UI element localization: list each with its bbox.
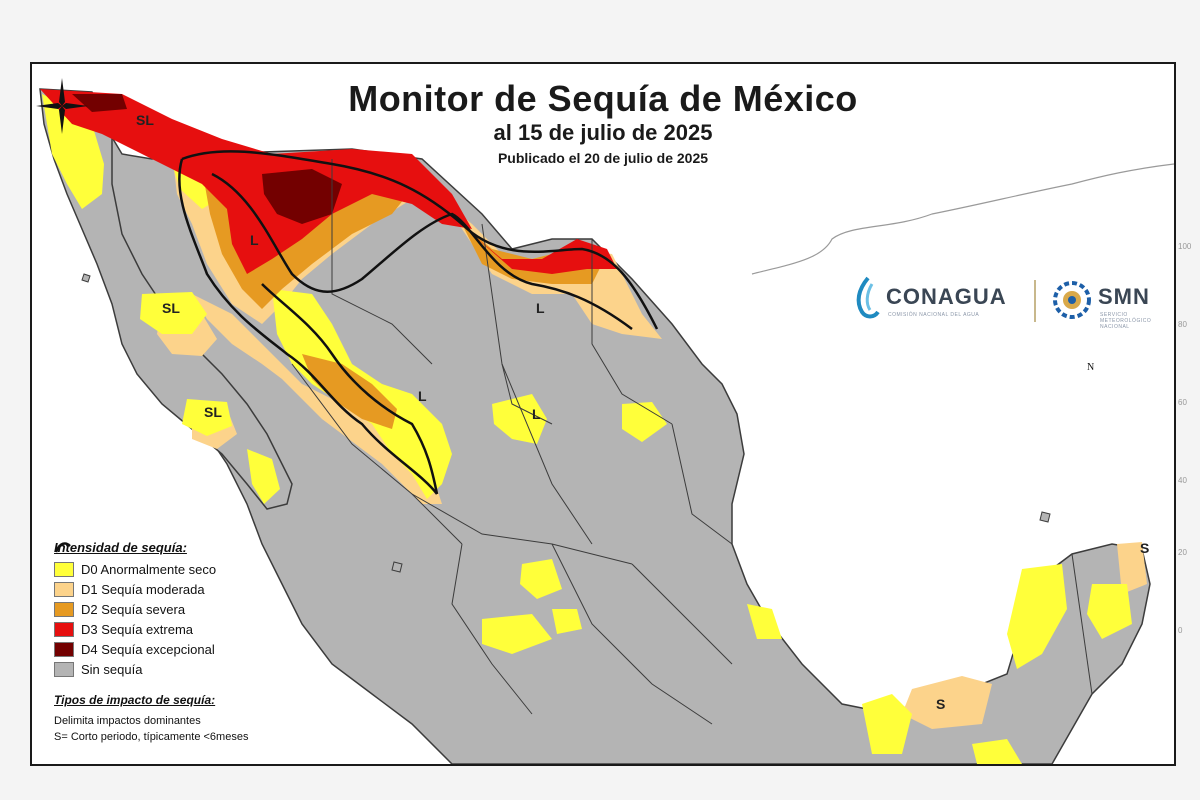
legend-item-d1: D1 Sequía moderada (54, 579, 314, 599)
legend-swatch (54, 621, 74, 637)
boundary-line-icon (54, 542, 71, 553)
edge-tick-label: 40 (1178, 476, 1187, 485)
impact-label: SL (204, 404, 222, 420)
legend-swatch (54, 661, 74, 677)
compass-north-label: N (1087, 362, 1095, 373)
conagua-logo-subtitle: COMISIÓN NACIONAL DEL AGUA (888, 312, 980, 318)
islands (81, 273, 1051, 573)
smn-logo-subtitle: SERVICIO METEOROLÓGICO NACIONAL (1100, 312, 1152, 330)
edge-tick-label: 20 (1178, 548, 1187, 557)
drought-legend: Intensidad de sequía: D0 Anormalmente se… (54, 540, 314, 745)
agency-logos: CONAGUA COMISIÓN NACIONAL DEL AGUA SMN S… (848, 274, 1168, 334)
legend-item-d3: D3 Sequía extrema (54, 619, 314, 639)
legend-item-d0: D0 Anormalmente seco (54, 559, 314, 579)
legend-swatch (54, 601, 74, 617)
edge-tick-label: 60 (1178, 398, 1187, 407)
legend-swatch (54, 641, 74, 657)
compass-rose-icon (36, 78, 88, 134)
impact-label: L (418, 388, 427, 404)
legend-item-d4: D4 Sequía excepcional (54, 639, 314, 659)
drought-d3-layer (40, 89, 617, 274)
impact-label: L (532, 406, 541, 422)
conagua-logo-text: CONAGUA (886, 284, 1007, 309)
impact-label: SL (136, 112, 154, 128)
impact-legend-title: Tipos de impacto de sequía: (54, 693, 216, 707)
legend-item-d2: D2 Sequía severa (54, 599, 314, 619)
legend-title: Intensidad de sequía: (54, 540, 187, 555)
impact-label: S (1140, 540, 1150, 556)
legend-swatch (54, 561, 74, 577)
legend-label: D4 Sequía excepcional (81, 641, 215, 657)
impact-legend-item: S= Corto periodo, típicamente <6meses (54, 729, 314, 745)
edge-tick-label: 100 (1178, 242, 1192, 251)
impact-label: SL (162, 300, 180, 316)
state-borders (291, 159, 1093, 725)
impact-boundaries (178, 150, 659, 495)
conagua-logo-icon (856, 276, 880, 319)
impact-label: S (936, 696, 946, 712)
impact-legend-item: Delimita impactos dominantes (54, 542, 314, 729)
edge-tick-label: 0 (1178, 626, 1183, 635)
edge-tick-label: 80 (1178, 320, 1187, 329)
impact-legend-label: Delimita impactos dominantes (54, 715, 201, 727)
smn-logo-text: SMN (1098, 284, 1150, 309)
impact-legend-label: S= Corto periodo, típicamente <6meses (54, 731, 249, 743)
baja-california (39, 88, 293, 510)
legend-label: D3 Sequía extrema (81, 621, 194, 637)
legend-label: Sin sequía (81, 661, 143, 677)
gulf-coastline (751, 163, 1174, 275)
smn-logo-icon (1053, 281, 1091, 319)
drought-d4-layer (72, 94, 342, 224)
map-canvas (39, 88, 1174, 764)
map-subtitle: al 15 de julio de 2025 (493, 120, 713, 145)
legend-label: D0 Anormalmente seco (81, 561, 217, 577)
legend-label: D1 Sequía moderada (81, 581, 205, 597)
map-published-date: Publicado el 20 de julio de 2025 (497, 150, 709, 166)
logo-divider (1034, 280, 1036, 322)
map-title: Monitor de Sequía de México (348, 78, 858, 119)
impact-label: L (250, 232, 259, 248)
legend-item-none: Sin sequía (54, 659, 314, 679)
impact-label: L (536, 300, 545, 316)
drought-map-frame: SL SL SL L L L L S S Monitor de Sequía d… (30, 62, 1176, 766)
legend-label: D2 Sequía severa (81, 601, 186, 617)
legend-swatch (54, 581, 74, 597)
